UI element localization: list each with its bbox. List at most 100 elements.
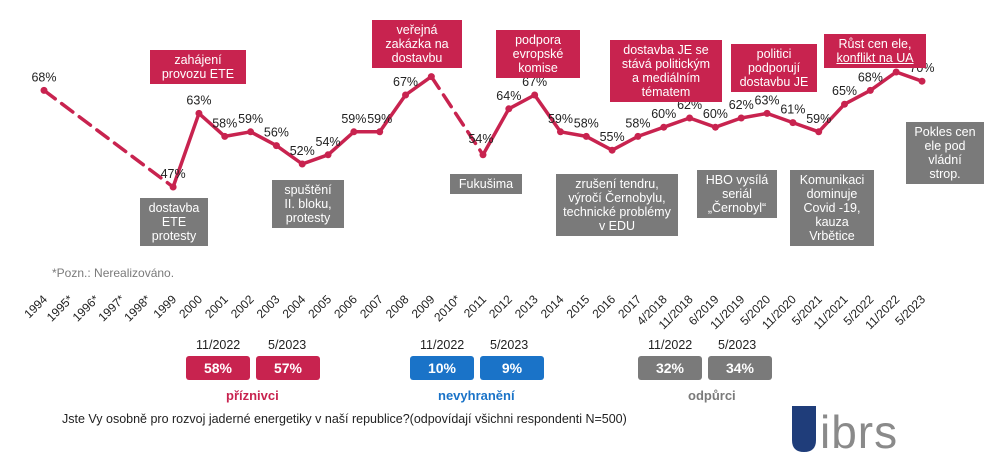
- x-tick-label: 2005: [305, 292, 334, 321]
- x-tick-label: 2002: [228, 292, 257, 321]
- group-undecided-label-1: 11/2022: [420, 338, 465, 352]
- data-label: 54%: [468, 132, 493, 146]
- data-point: [660, 123, 668, 131]
- data-label: 58%: [625, 116, 650, 130]
- data-point: [324, 151, 332, 159]
- series-segment: [223, 130, 253, 139]
- group-opponents-label-2: 5/2023: [718, 338, 757, 352]
- series-segment: [171, 111, 201, 189]
- data-label: 54%: [316, 135, 341, 149]
- group-undecided-value-1: 10%: [410, 356, 474, 380]
- ibrs-logo: ibrs: [792, 406, 898, 458]
- x-tick-label: 1997*: [96, 292, 128, 324]
- series-segment: [662, 116, 692, 129]
- data-label: 67%: [393, 75, 418, 89]
- group-undecided-title: nevyhranění: [438, 388, 515, 403]
- group-opponents-value-1: 32%: [638, 356, 702, 380]
- x-tick-label: 2013: [512, 292, 541, 321]
- data-label: 60%: [651, 107, 676, 121]
- series-segment-dashed: [42, 88, 175, 189]
- x-tick-label: 1999: [150, 292, 179, 321]
- data-point: [221, 132, 229, 140]
- data-label: 56%: [264, 126, 289, 140]
- group-opponents-title: odpůrci: [688, 388, 736, 403]
- survey-question: Jste Vy osobně pro rozvoj jaderné energe…: [62, 412, 627, 426]
- data-point: [272, 142, 280, 150]
- x-tick-label: 1996*: [70, 292, 102, 324]
- group-supporters-value-1: 58%: [186, 356, 250, 380]
- ibrs-logo-text: ibrs: [820, 406, 898, 458]
- series-segment: [248, 130, 279, 148]
- data-label: 63%: [755, 93, 780, 107]
- data-label: 64%: [496, 89, 521, 103]
- data-label: 58%: [212, 116, 237, 130]
- data-point: [841, 100, 849, 108]
- data-label: 55%: [600, 130, 625, 144]
- annotation-political-topic: dostavba JE se stává politickým a mediální…: [610, 40, 722, 102]
- data-point: [479, 151, 487, 159]
- series-segment: [274, 143, 304, 166]
- x-tick-label: 2010*: [431, 292, 463, 324]
- series-segment: [507, 93, 537, 111]
- series-segment: [377, 93, 408, 134]
- x-tick-label: 2004: [280, 292, 309, 321]
- data-point: [402, 91, 410, 99]
- data-label: 60%: [703, 107, 728, 121]
- series-segment: [816, 102, 847, 134]
- group-supporters-value-2: 57%: [256, 356, 320, 380]
- series-segment: [481, 107, 511, 157]
- data-point: [505, 105, 513, 113]
- series-segment: [713, 116, 743, 129]
- x-tick-label: 2006: [331, 292, 360, 321]
- line-chart: 68%47%63%58%59%56%52%54%59%59%67%71%54%6…: [21, 52, 934, 332]
- x-tick-label: 2016: [589, 292, 618, 321]
- group-undecided-value-2: 9%: [480, 356, 544, 380]
- data-point: [737, 114, 745, 122]
- data-point: [711, 123, 719, 131]
- series-segment: [868, 70, 898, 93]
- series-segment: [558, 130, 589, 139]
- data-label: 58%: [574, 116, 599, 130]
- data-point: [350, 128, 358, 136]
- annotation-ete-protests: dostavba ETE protesty: [140, 198, 208, 246]
- series-segment: [842, 88, 873, 106]
- data-point: [892, 68, 900, 76]
- data-point: [195, 109, 203, 117]
- data-point: [763, 109, 771, 117]
- series-segment: [765, 111, 795, 125]
- annotation-politicians-support: politici podporují dostavbu JE: [731, 44, 817, 92]
- series-segment: [687, 116, 718, 129]
- x-tick-label: 2012: [486, 292, 515, 321]
- data-label: 47%: [161, 167, 186, 181]
- series-segment: [636, 125, 666, 139]
- x-tick-label: 1998*: [121, 292, 153, 324]
- x-tick-label: 2015: [564, 292, 593, 321]
- data-point: [789, 119, 797, 127]
- data-label: 59%: [548, 112, 573, 126]
- annotation-tender-cancel: zrušení tendru, výročí Černobylu, technick…: [556, 174, 678, 236]
- series-segment: [300, 153, 330, 166]
- data-label: 67%: [522, 75, 547, 89]
- data-point: [634, 132, 642, 140]
- annotation-hbo-series: HBO vysílá seriál „Černobyl“: [697, 170, 777, 218]
- data-label: 62%: [729, 98, 754, 112]
- series-segment: [584, 134, 614, 152]
- annotation-fukushima: Fukušima: [450, 174, 522, 194]
- x-tick-label: 2003: [254, 292, 283, 321]
- data-label: 68%: [31, 70, 56, 84]
- data-point: [247, 128, 255, 136]
- group-undecided-label-2: 5/2023: [490, 338, 529, 352]
- data-point: [376, 128, 384, 136]
- data-label: 59%: [341, 112, 366, 126]
- data-point: [686, 114, 694, 122]
- series-segment: [197, 111, 227, 139]
- group-supporters-label-1: 11/2022: [196, 338, 241, 352]
- x-tick-label: 2011: [461, 292, 489, 320]
- series-segment-dashed: [429, 74, 485, 157]
- group-opponents-label-1: 11/2022: [648, 338, 693, 352]
- x-tick-label: 2007: [357, 292, 386, 321]
- x-tick-label: 5/2023: [892, 292, 928, 328]
- footnote: *Pozn.: Nerealizováno.: [52, 266, 175, 280]
- series-segment: [791, 120, 821, 134]
- data-point: [582, 132, 590, 140]
